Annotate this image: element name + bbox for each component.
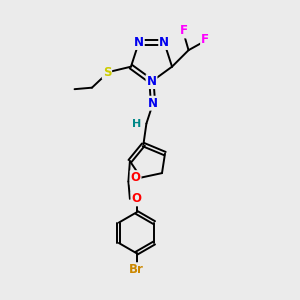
Text: O: O (131, 192, 142, 206)
Text: Br: Br (129, 263, 144, 276)
Text: F: F (180, 25, 188, 38)
Text: S: S (103, 66, 111, 79)
Text: H: H (132, 118, 141, 129)
Text: O: O (130, 171, 141, 184)
Text: F: F (201, 33, 209, 46)
Text: N: N (148, 97, 158, 110)
Text: N: N (134, 36, 144, 49)
Text: N: N (146, 75, 157, 88)
Text: N: N (159, 36, 169, 49)
